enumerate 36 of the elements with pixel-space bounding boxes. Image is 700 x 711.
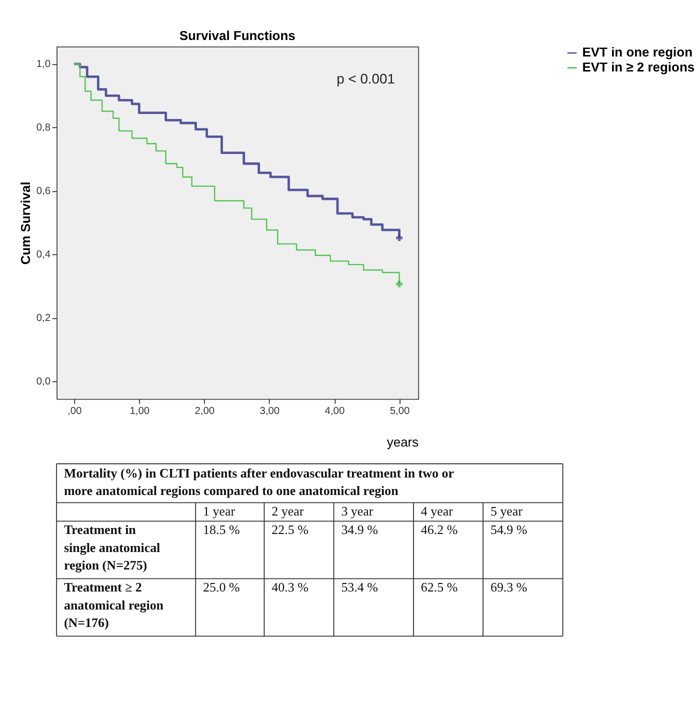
- data-label: 46.2 %: [420, 522, 458, 538]
- data-label: 40.3 %: [272, 580, 309, 595]
- y-tick-label: Treatment ≥ 2 anatomical region (N=176): [64, 580, 164, 630]
- x-tick-label: 1,00: [130, 406, 150, 418]
- x-tick-label: 5,00: [390, 406, 410, 418]
- data-label: 25.0 %: [203, 580, 240, 595]
- y-tick-label: Treatment in single anatomical region (N=275): [64, 522, 161, 572]
- y-tick-label: 1,0: [36, 59, 51, 70]
- x-tick-label: 1 year: [203, 504, 236, 519]
- y-tick-label: 0,0: [36, 376, 51, 388]
- x-tick-label: ,00: [67, 406, 82, 418]
- chart-title: Mortality (%) in CLTI patients after endovascular treatment in two or more anatomical regions compared to one anatomical region: [64, 466, 454, 498]
- y-tick-label: 0,2: [36, 313, 51, 324]
- data-label: 22.5 %: [272, 522, 309, 538]
- x-tick-label: 3 year: [341, 504, 374, 519]
- data-label: 69.3 %: [490, 580, 528, 595]
- data-label: 18.5 %: [203, 522, 240, 538]
- x-tick-label: 4,00: [324, 406, 345, 418]
- legend-label: EVT in ≥ 2 regions: [582, 60, 695, 75]
- y-axis-title: Cum Survival: [18, 182, 33, 265]
- annotation: p < 0.001: [336, 70, 396, 87]
- x-axis-title: years: [386, 434, 420, 450]
- data-label: 53.4 %: [341, 580, 378, 595]
- y-tick-label: 0,4: [36, 250, 51, 261]
- data-label: 62.5 %: [420, 580, 458, 595]
- y-tick-label: 0,8: [36, 122, 51, 134]
- chart-title: Survival Functions: [179, 28, 296, 44]
- x-tick-label: 4 year: [420, 504, 454, 519]
- data-label: 54.9 %: [490, 522, 528, 538]
- x-tick-label: 3,00: [260, 406, 280, 418]
- legend-label: EVT in one region: [582, 44, 693, 60]
- x-tick-label: 2,00: [194, 406, 215, 418]
- data-label: 34.9 %: [341, 522, 378, 538]
- x-tick-label: 2 year: [272, 504, 304, 519]
- y-tick-label: 0,6: [36, 186, 51, 198]
- x-tick-label: 5 year: [490, 504, 524, 519]
